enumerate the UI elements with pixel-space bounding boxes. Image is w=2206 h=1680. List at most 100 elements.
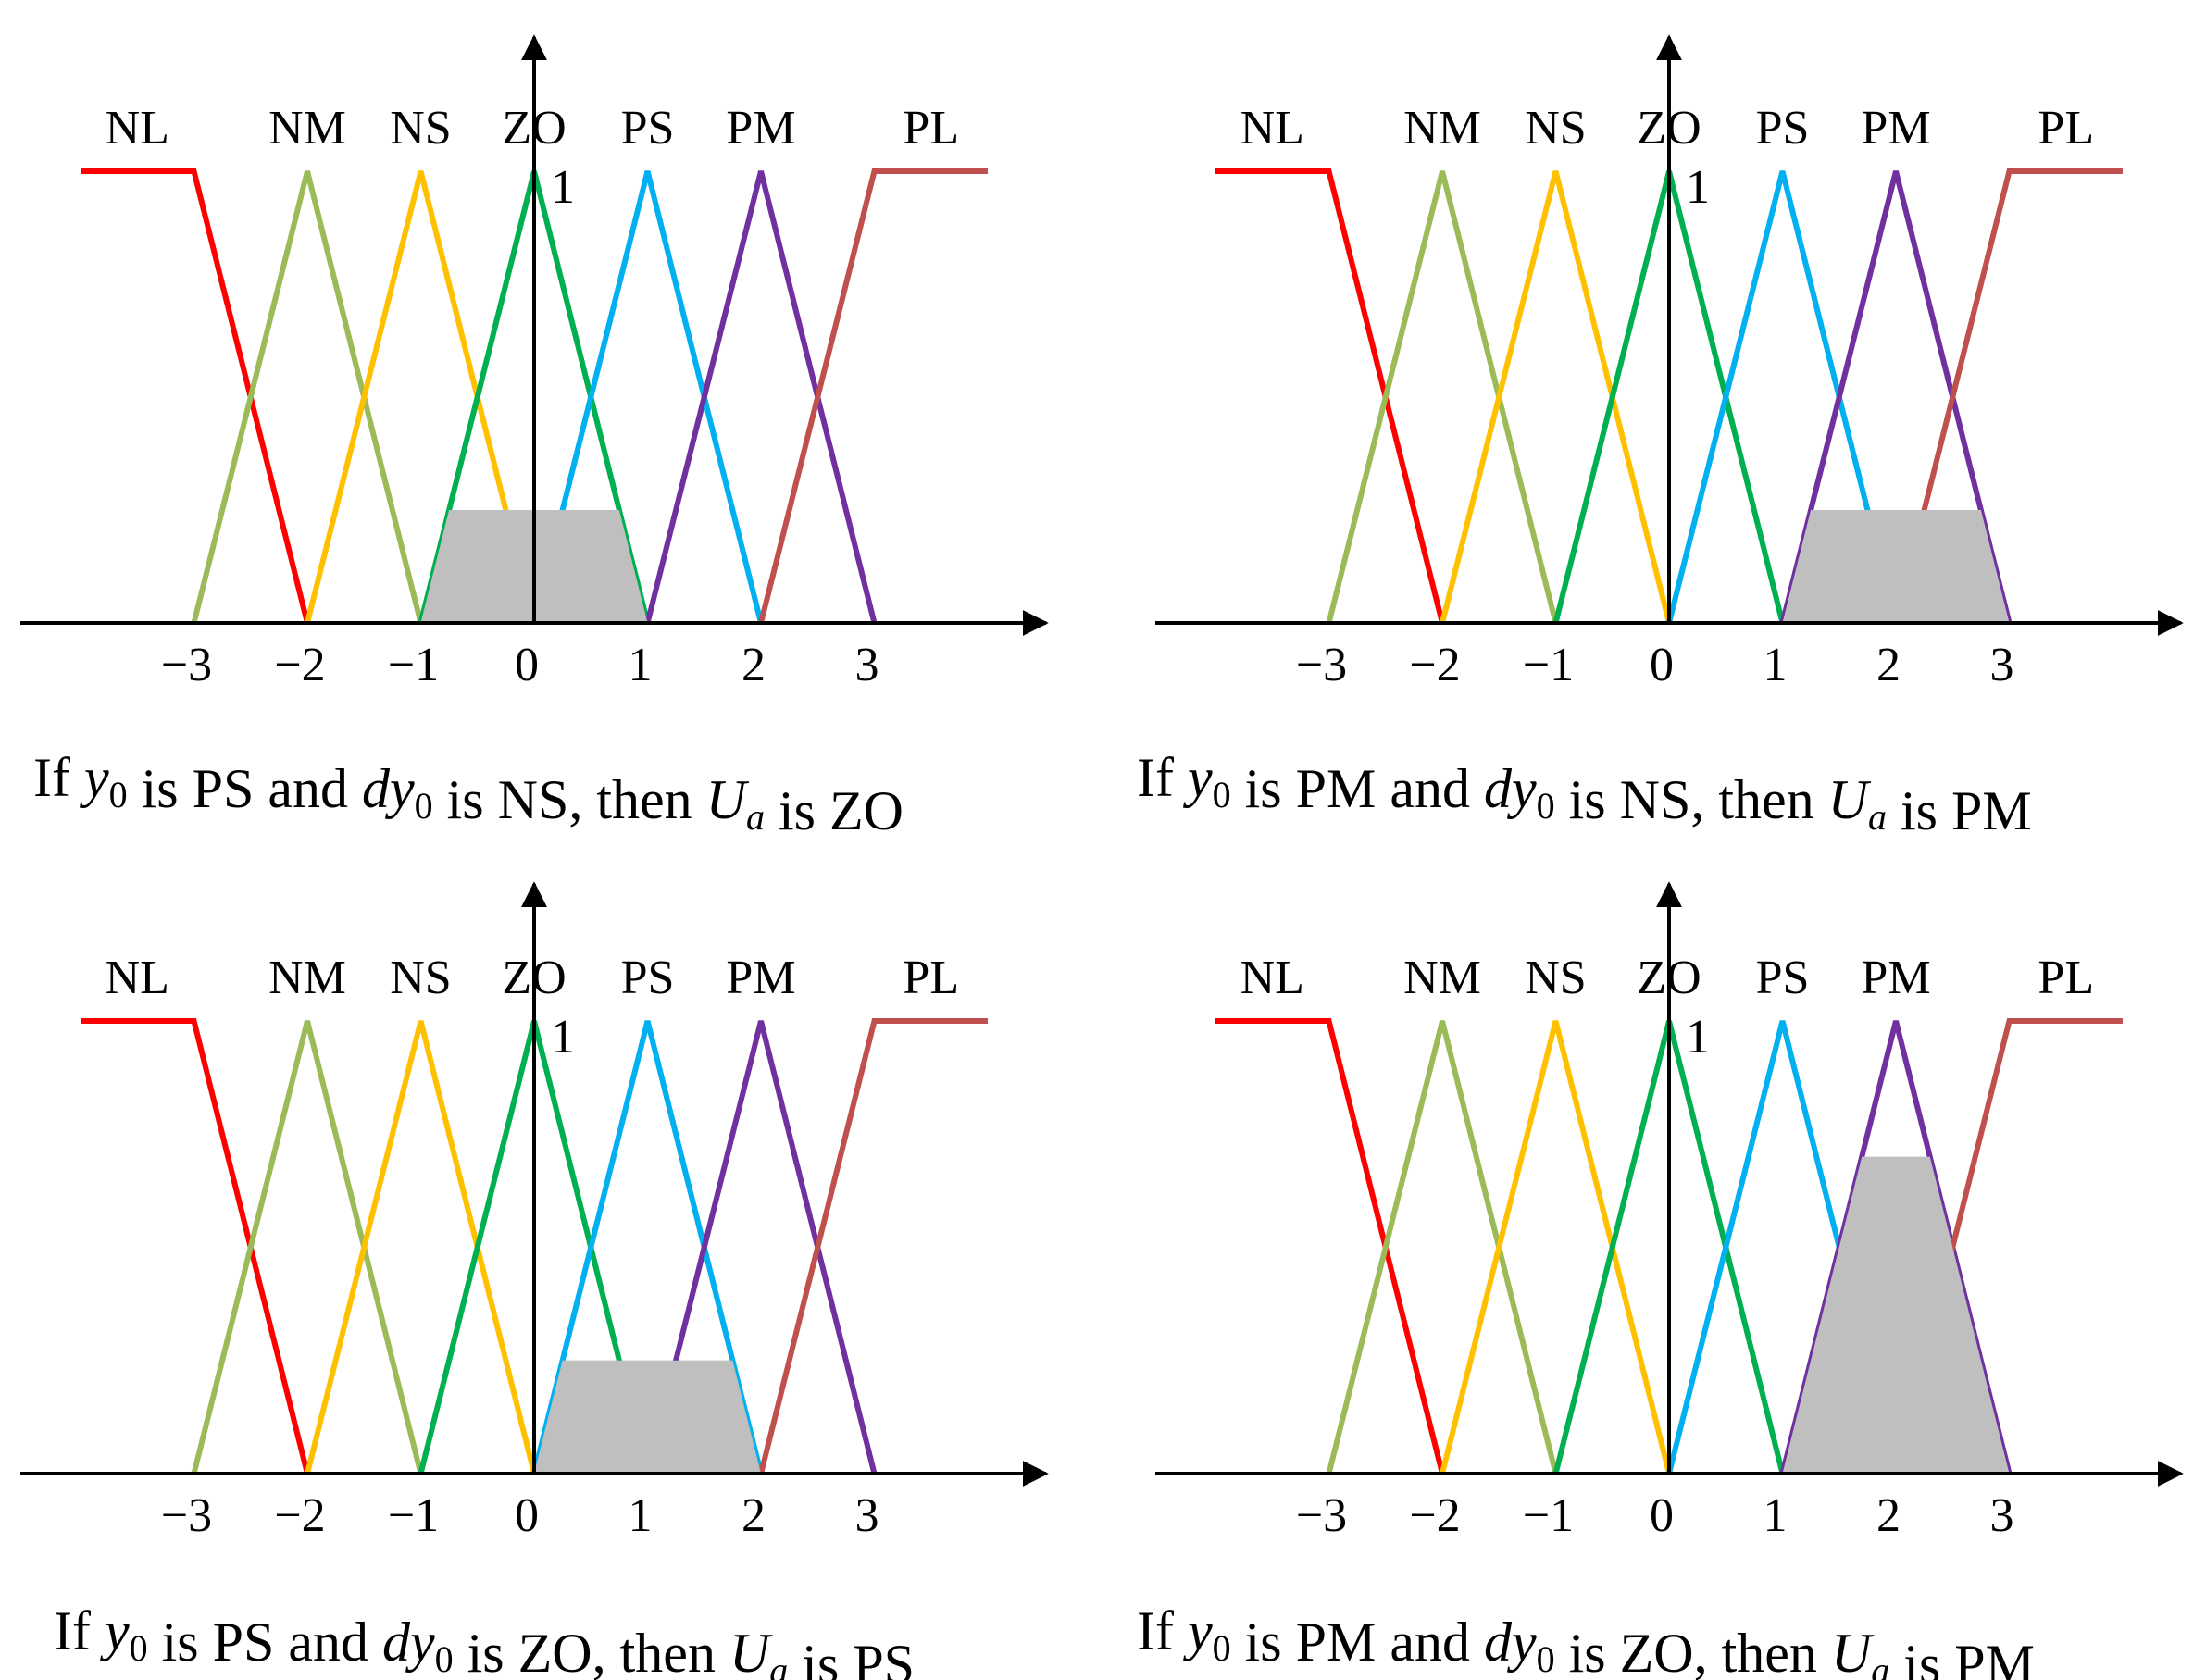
tick-label: 2	[742, 1489, 766, 1542]
rule-caption: If y0 is PS and dy0 is NS, then Ua is ZO	[33, 747, 904, 841]
caption-if: If	[1137, 747, 1174, 808]
caption-usub: a	[1868, 796, 1887, 838]
set-label-nm: NM	[1403, 102, 1481, 155]
caption-y: y	[79, 747, 109, 808]
caption-p1: is PS and	[162, 1612, 368, 1673]
tick-label: −2	[274, 639, 325, 691]
caption-p2: is NS, then	[1569, 769, 1814, 830]
set-label-zo: ZO	[1637, 102, 1701, 155]
rule-caption: If y0 is PS and dy0 is ZO, then Ua is PS	[54, 1600, 915, 1680]
caption-sub: 0	[1213, 774, 1231, 815]
set-label-zo: ZO	[502, 952, 566, 1004]
tick-label: 3	[855, 1489, 879, 1542]
tick-label: 2	[1876, 639, 1901, 691]
peak-value-label: 1	[1686, 1011, 1710, 1064]
caption-dy: dy	[382, 1612, 435, 1673]
tick-label: −3	[161, 1489, 212, 1542]
membership-nm	[1326, 170, 1559, 624]
tick-label: 2	[1876, 1489, 1901, 1542]
caption-p1: is PM and	[1245, 1612, 1470, 1673]
panel-bottom-left: NL NM NS ZO PS PM PL1−3 −2 −1 0 1 2 3If y0 is PS and…	[20, 881, 1049, 1680]
set-label-nm: NM	[268, 952, 346, 1004]
tick-label: 2	[742, 639, 766, 691]
tick-label: −1	[1523, 1489, 1574, 1542]
membership-ns	[1440, 170, 1672, 624]
caption-y: y	[1182, 747, 1213, 808]
set-label-nl: NL	[1240, 952, 1304, 1004]
tick-label: −1	[1523, 639, 1574, 691]
peak-value-label: 1	[1686, 161, 1710, 214]
membership-nl	[1215, 168, 1445, 624]
caption-if: If	[54, 1600, 91, 1661]
membership-ns	[1440, 1020, 1672, 1475]
clipped-output-overlay	[1782, 1156, 2010, 1474]
tick-label: −2	[1409, 1489, 1460, 1542]
caption-dy: dy	[362, 758, 415, 819]
tick-label: −1	[388, 639, 439, 691]
set-label-nl: NL	[106, 952, 169, 1004]
caption-p3: is ZO	[779, 780, 904, 841]
tick-label: 3	[1990, 1489, 2014, 1542]
tick-label: −3	[1296, 639, 1347, 691]
caption-p2: is ZO, then	[467, 1623, 716, 1680]
caption-if: If	[1137, 1600, 1174, 1661]
set-label-ns: NS	[1525, 952, 1586, 1004]
set-label-ns: NS	[390, 102, 451, 155]
tick-label: −2	[1409, 639, 1460, 691]
tick-label: 0	[515, 639, 539, 691]
rule-caption: If y0 is PM and dy0 is ZO, then Ua is PM	[1137, 1600, 2035, 1680]
caption-sub: 0	[415, 785, 433, 827]
caption-p2: is NS, then	[447, 769, 692, 830]
caption-p3: is PM	[1901, 780, 2032, 841]
set-label-ns: NS	[390, 952, 451, 1004]
caption-dy: dy	[1484, 758, 1537, 819]
clipped-output-overlay	[534, 1360, 761, 1474]
membership-nm	[191, 170, 424, 624]
membership-ns	[305, 170, 537, 624]
set-label-ps: PS	[1756, 952, 1810, 1004]
caption-y: y	[1182, 1600, 1213, 1661]
set-label-ps: PS	[621, 952, 675, 1004]
set-label-nl: NL	[1240, 102, 1304, 155]
caption-sub: 0	[435, 1638, 454, 1680]
tick-label: 3	[855, 639, 879, 691]
membership-nm	[1326, 1020, 1559, 1475]
caption-usub: a	[769, 1649, 788, 1680]
caption-usub: a	[746, 796, 765, 838]
caption-dy: dy	[1484, 1612, 1537, 1673]
caption-p2: is ZO, then	[1569, 1623, 1817, 1680]
caption-sub: 0	[109, 774, 128, 815]
rule-caption: If y0 is PM and dy0 is NS, then Ua is PM	[1137, 747, 2032, 841]
tick-label: 0	[1650, 1489, 1674, 1542]
membership-pm	[644, 170, 878, 624]
set-label-pl: PL	[903, 952, 959, 1004]
caption-sub: 0	[130, 1627, 148, 1669]
tick-label: −3	[161, 639, 212, 691]
membership-nl	[81, 168, 310, 624]
caption-u: U	[706, 769, 750, 830]
membership-pl	[1893, 168, 2123, 624]
tick-label: −3	[1296, 1489, 1347, 1542]
membership-ps	[1666, 170, 1899, 624]
set-label-pm: PM	[726, 952, 795, 1004]
tick-label: 3	[1990, 639, 2014, 691]
tick-label: 1	[1764, 1489, 1788, 1542]
set-label-pl: PL	[903, 102, 959, 155]
tick-label: −1	[388, 1489, 439, 1542]
caption-p3: is PS	[802, 1634, 915, 1680]
caption-sub: 0	[1213, 1627, 1231, 1669]
caption-u: U	[1828, 769, 1872, 830]
caption-sub: 0	[1537, 1638, 1555, 1680]
set-label-pl: PL	[2038, 952, 2094, 1004]
set-label-nm: NM	[268, 102, 346, 155]
membership-nm	[191, 1020, 424, 1475]
caption-u: U	[729, 1623, 773, 1680]
set-label-ps: PS	[621, 102, 675, 155]
set-label-zo: ZO	[502, 102, 566, 155]
peak-value-label: 1	[551, 161, 575, 214]
tick-label: 1	[629, 639, 653, 691]
membership-ps	[531, 1020, 764, 1475]
membership-nl	[81, 1018, 310, 1475]
membership-pm	[1779, 170, 2013, 624]
panel-bottom-right: NL NM NS ZO PS PM PL1−3 −2 −1 0 1 2 3If y0 is PM and…	[1137, 881, 2184, 1680]
